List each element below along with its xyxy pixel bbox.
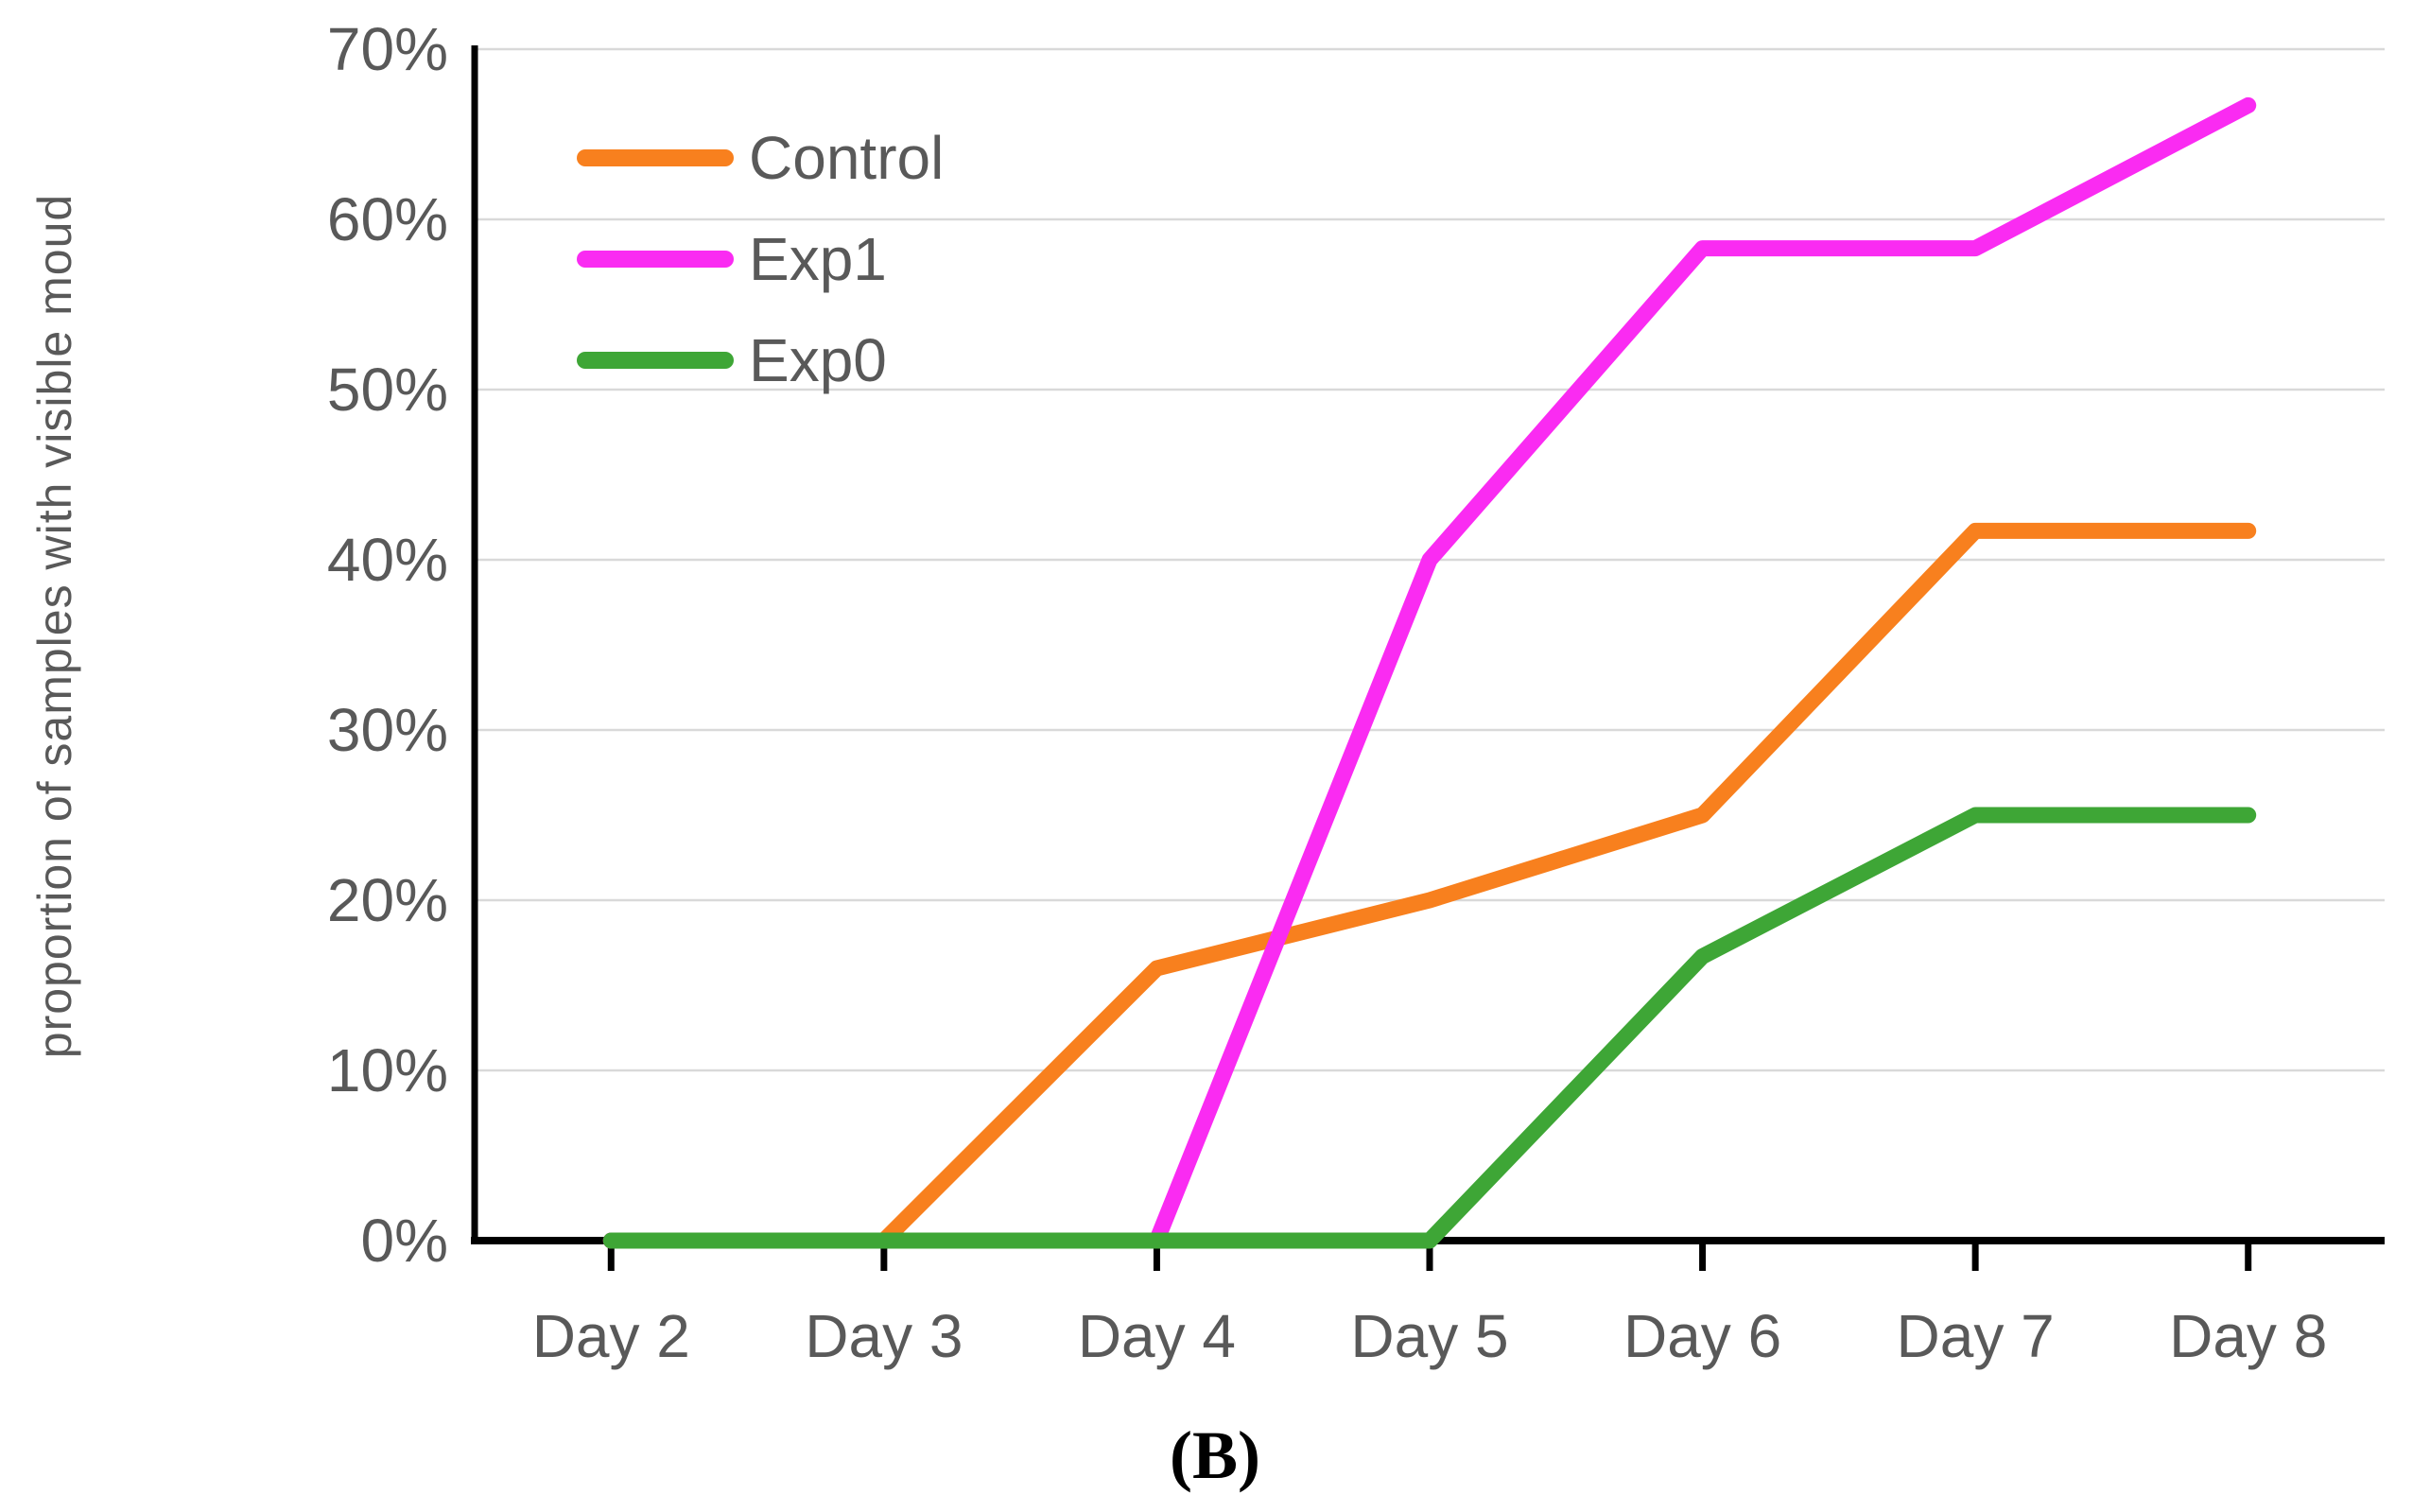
y-tick-label: 40%: [327, 526, 448, 594]
x-tick-label: Day 6: [1623, 1302, 1781, 1370]
figure-caption: (B): [1170, 1417, 1260, 1493]
legend-item-control: Control: [577, 128, 944, 188]
y-tick-label: 0%: [361, 1207, 449, 1275]
y-tick-label: 30%: [327, 696, 448, 764]
y-tick-label: 20%: [327, 866, 448, 934]
legend-swatch-exp1: [577, 251, 734, 268]
y-tick-label: 70%: [327, 15, 448, 83]
x-tick-label: Day 4: [1078, 1302, 1236, 1370]
legend-swatch-control: [577, 149, 734, 166]
y-tick-label: 50%: [327, 356, 448, 424]
legend-label-control: Control: [749, 124, 945, 192]
series-line-control: [602, 522, 2257, 1249]
x-tick-label: Day 5: [1350, 1302, 1508, 1370]
x-tick-label: Day 8: [2169, 1302, 2327, 1370]
x-tick-label: Day 2: [532, 1302, 690, 1370]
legend-item-exp1: Exp1: [577, 229, 887, 289]
legend-swatch-exp0: [577, 352, 734, 369]
y-tick-label: 60%: [327, 185, 448, 253]
x-tick-label: Day 3: [805, 1302, 963, 1370]
series-line-exp0: [602, 807, 2257, 1249]
y-tick-label: 10%: [327, 1036, 448, 1104]
legend-label-exp1: Exp1: [749, 225, 887, 293]
x-tick-label: Day 7: [1897, 1302, 2055, 1370]
legend-item-exp0: Exp0: [577, 330, 887, 391]
legend-label-exp0: Exp0: [749, 326, 887, 394]
